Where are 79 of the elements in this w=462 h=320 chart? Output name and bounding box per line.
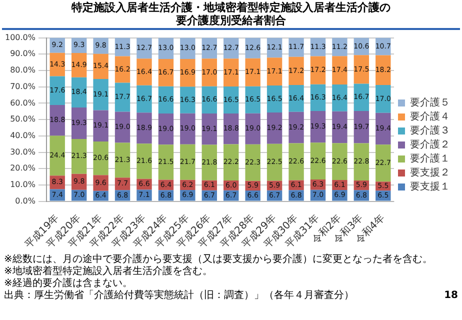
bar (114, 82, 130, 112)
bar (354, 111, 370, 144)
legend-label: 要支援１ (410, 180, 450, 193)
bar (224, 144, 239, 181)
bar (288, 38, 304, 57)
y-tick-label: 40.0% (10, 130, 36, 140)
bar (158, 144, 174, 180)
bar (71, 107, 87, 140)
legend-label: 要介護３ (410, 124, 450, 137)
bar (332, 56, 348, 85)
text: ※総数には、月の途中で要介護から要支援（又は要支援から要介護）に変更となった者を含む。 (4, 254, 434, 266)
bar (93, 79, 108, 110)
bar (354, 143, 370, 181)
bar (245, 144, 260, 181)
text: ※地域密着型特定施設入居者生活介護を含む。 (4, 266, 214, 278)
legend-label: 要介護４ (410, 110, 450, 123)
bar (180, 144, 196, 180)
bar (288, 112, 304, 144)
bar (114, 112, 130, 143)
bar (50, 136, 65, 176)
legend-label: 要介護５ (410, 96, 450, 109)
bar (93, 110, 108, 142)
bar (245, 58, 260, 86)
text: 18 (444, 290, 458, 302)
bar (136, 38, 152, 59)
source-note: 出典：厚生労働省「介護給付費等実態統計（旧：調査）」（各年４月審査分） (4, 290, 354, 301)
bar (266, 144, 282, 181)
y-tick-label: 10.0% (10, 180, 36, 190)
bar (310, 142, 326, 180)
bar (93, 175, 108, 191)
bar (224, 58, 239, 87)
chart-title: 特定施設入居者生活介護・地域密着型特定施設入居者生活介護の要介護度別受給者割合 (70, 0, 392, 28)
bar (202, 58, 217, 86)
legend-label: 要介護１ (410, 152, 450, 165)
bar (114, 142, 130, 178)
bar (202, 144, 217, 180)
y-tick-label: 30.0% (10, 147, 36, 156)
bar (266, 112, 282, 144)
bar (180, 59, 196, 87)
bar (93, 141, 108, 176)
y-tick-label: 100.0% (4, 32, 36, 42)
bar (158, 114, 174, 145)
bar (202, 114, 217, 145)
y-tick-label: 70.0% (10, 82, 36, 91)
bar (136, 58, 152, 86)
bar (376, 144, 391, 182)
text: ※経過的要介護は含まない。 (4, 278, 134, 290)
y-tick-label: 0.0% (15, 196, 36, 206)
y-tick-label: 90.0% (10, 49, 36, 58)
bar (332, 111, 348, 144)
bar (245, 113, 260, 144)
bar (288, 143, 304, 180)
bar (180, 113, 196, 144)
bar (332, 143, 348, 180)
bar (158, 59, 174, 86)
bar (245, 86, 260, 114)
y-tick-label: 80.0% (10, 66, 36, 75)
bar (180, 86, 196, 114)
bar (332, 84, 348, 112)
legend-label: 要支援２ (410, 166, 450, 179)
bar (310, 56, 326, 84)
y-tick-label: 20.0% (10, 164, 36, 173)
y-tick-label: 50.0% (10, 114, 36, 124)
y-tick-label: 60.0% (10, 98, 36, 108)
bar (71, 139, 87, 174)
legend-label: 要介護２ (410, 138, 450, 151)
bar (50, 76, 65, 105)
bar (310, 111, 326, 143)
bar (288, 56, 304, 86)
bar (136, 112, 152, 144)
bar (354, 84, 370, 112)
bar (376, 112, 391, 145)
bar (136, 85, 152, 113)
bar (354, 55, 370, 84)
bar (288, 85, 304, 112)
bar (266, 58, 282, 86)
bar (136, 144, 152, 179)
bar (376, 85, 391, 113)
bar (93, 54, 108, 80)
